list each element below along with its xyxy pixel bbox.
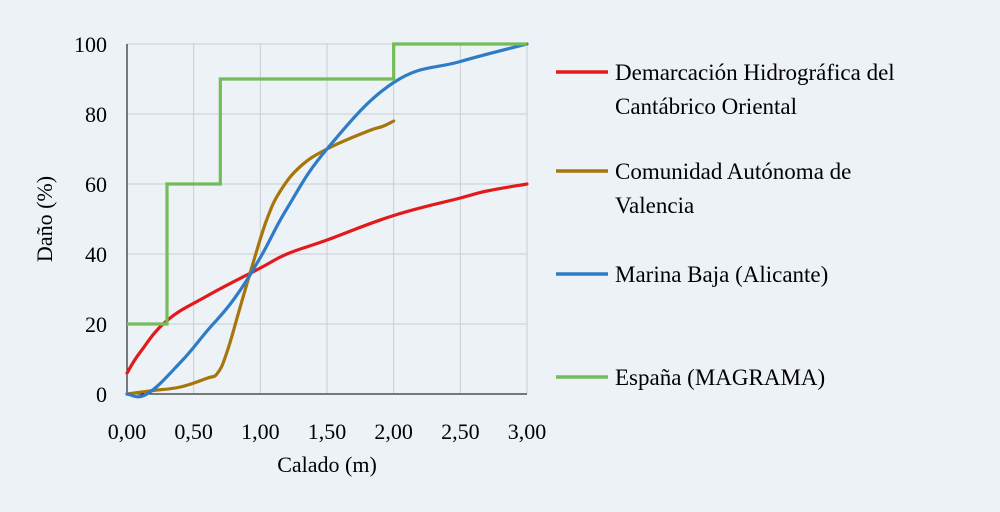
y-tick-label: 100 xyxy=(74,32,107,57)
legend-entry: Comunidad Autónoma de Valencia xyxy=(556,159,851,218)
legend-label: Marina Baja (Alicante) xyxy=(615,262,828,287)
x-tick-label: 2,00 xyxy=(374,419,413,444)
x-tick-label: 1,50 xyxy=(308,419,347,444)
legend-label-line: Valencia xyxy=(615,193,694,218)
y-axis-title: Daño (%) xyxy=(32,176,57,262)
y-tick-label: 60 xyxy=(85,172,107,197)
legend-entry: España (MAGRAMA) xyxy=(556,365,825,390)
legend-label-line: España (MAGRAMA) xyxy=(615,365,825,390)
legend: Demarcación Hidrográfica del Cantábrico O… xyxy=(556,60,895,390)
y-tick-label: 0 xyxy=(96,382,107,407)
legend-entry: Demarcación Hidrográfica del Cantábrico O… xyxy=(556,60,895,119)
series-line-3 xyxy=(125,42,529,399)
x-tick-label: 2,50 xyxy=(441,419,480,444)
series-line-1 xyxy=(125,182,529,375)
y-tick-label: 20 xyxy=(85,312,107,337)
plot-area: 0,00 0,50 1,00 1,50 2,00 2,50 3,00 0 20 40 60 80 100 xyxy=(74,32,546,444)
series-line-2 xyxy=(125,119,396,396)
legend-entry: Marina Baja (Alicante) xyxy=(556,262,828,287)
legend-label: Comunidad Autónoma de Valencia xyxy=(615,159,851,218)
x-tick-label: 0,00 xyxy=(108,419,147,444)
x-tick-label: 1,00 xyxy=(241,419,280,444)
x-tick-label: 3,00 xyxy=(508,419,547,444)
legend-label-line: Demarcación Hidrográfica del xyxy=(615,60,895,85)
y-tick-label: 80 xyxy=(85,102,107,127)
x-tick-label: 0,50 xyxy=(174,419,213,444)
legend-label-line: Comunidad Autónoma de xyxy=(615,159,851,184)
y-tick-label: 40 xyxy=(85,242,107,267)
legend-label: España (MAGRAMA) xyxy=(615,365,825,390)
series-line-4 xyxy=(127,42,527,326)
x-axis-title: Calado (m) xyxy=(277,452,377,477)
legend-label-line: Cantábrico Oriental xyxy=(615,94,797,119)
legend-label: Demarcación Hidrográfica del Cantábrico O… xyxy=(615,60,895,119)
legend-label-line: Marina Baja (Alicante) xyxy=(615,262,828,287)
